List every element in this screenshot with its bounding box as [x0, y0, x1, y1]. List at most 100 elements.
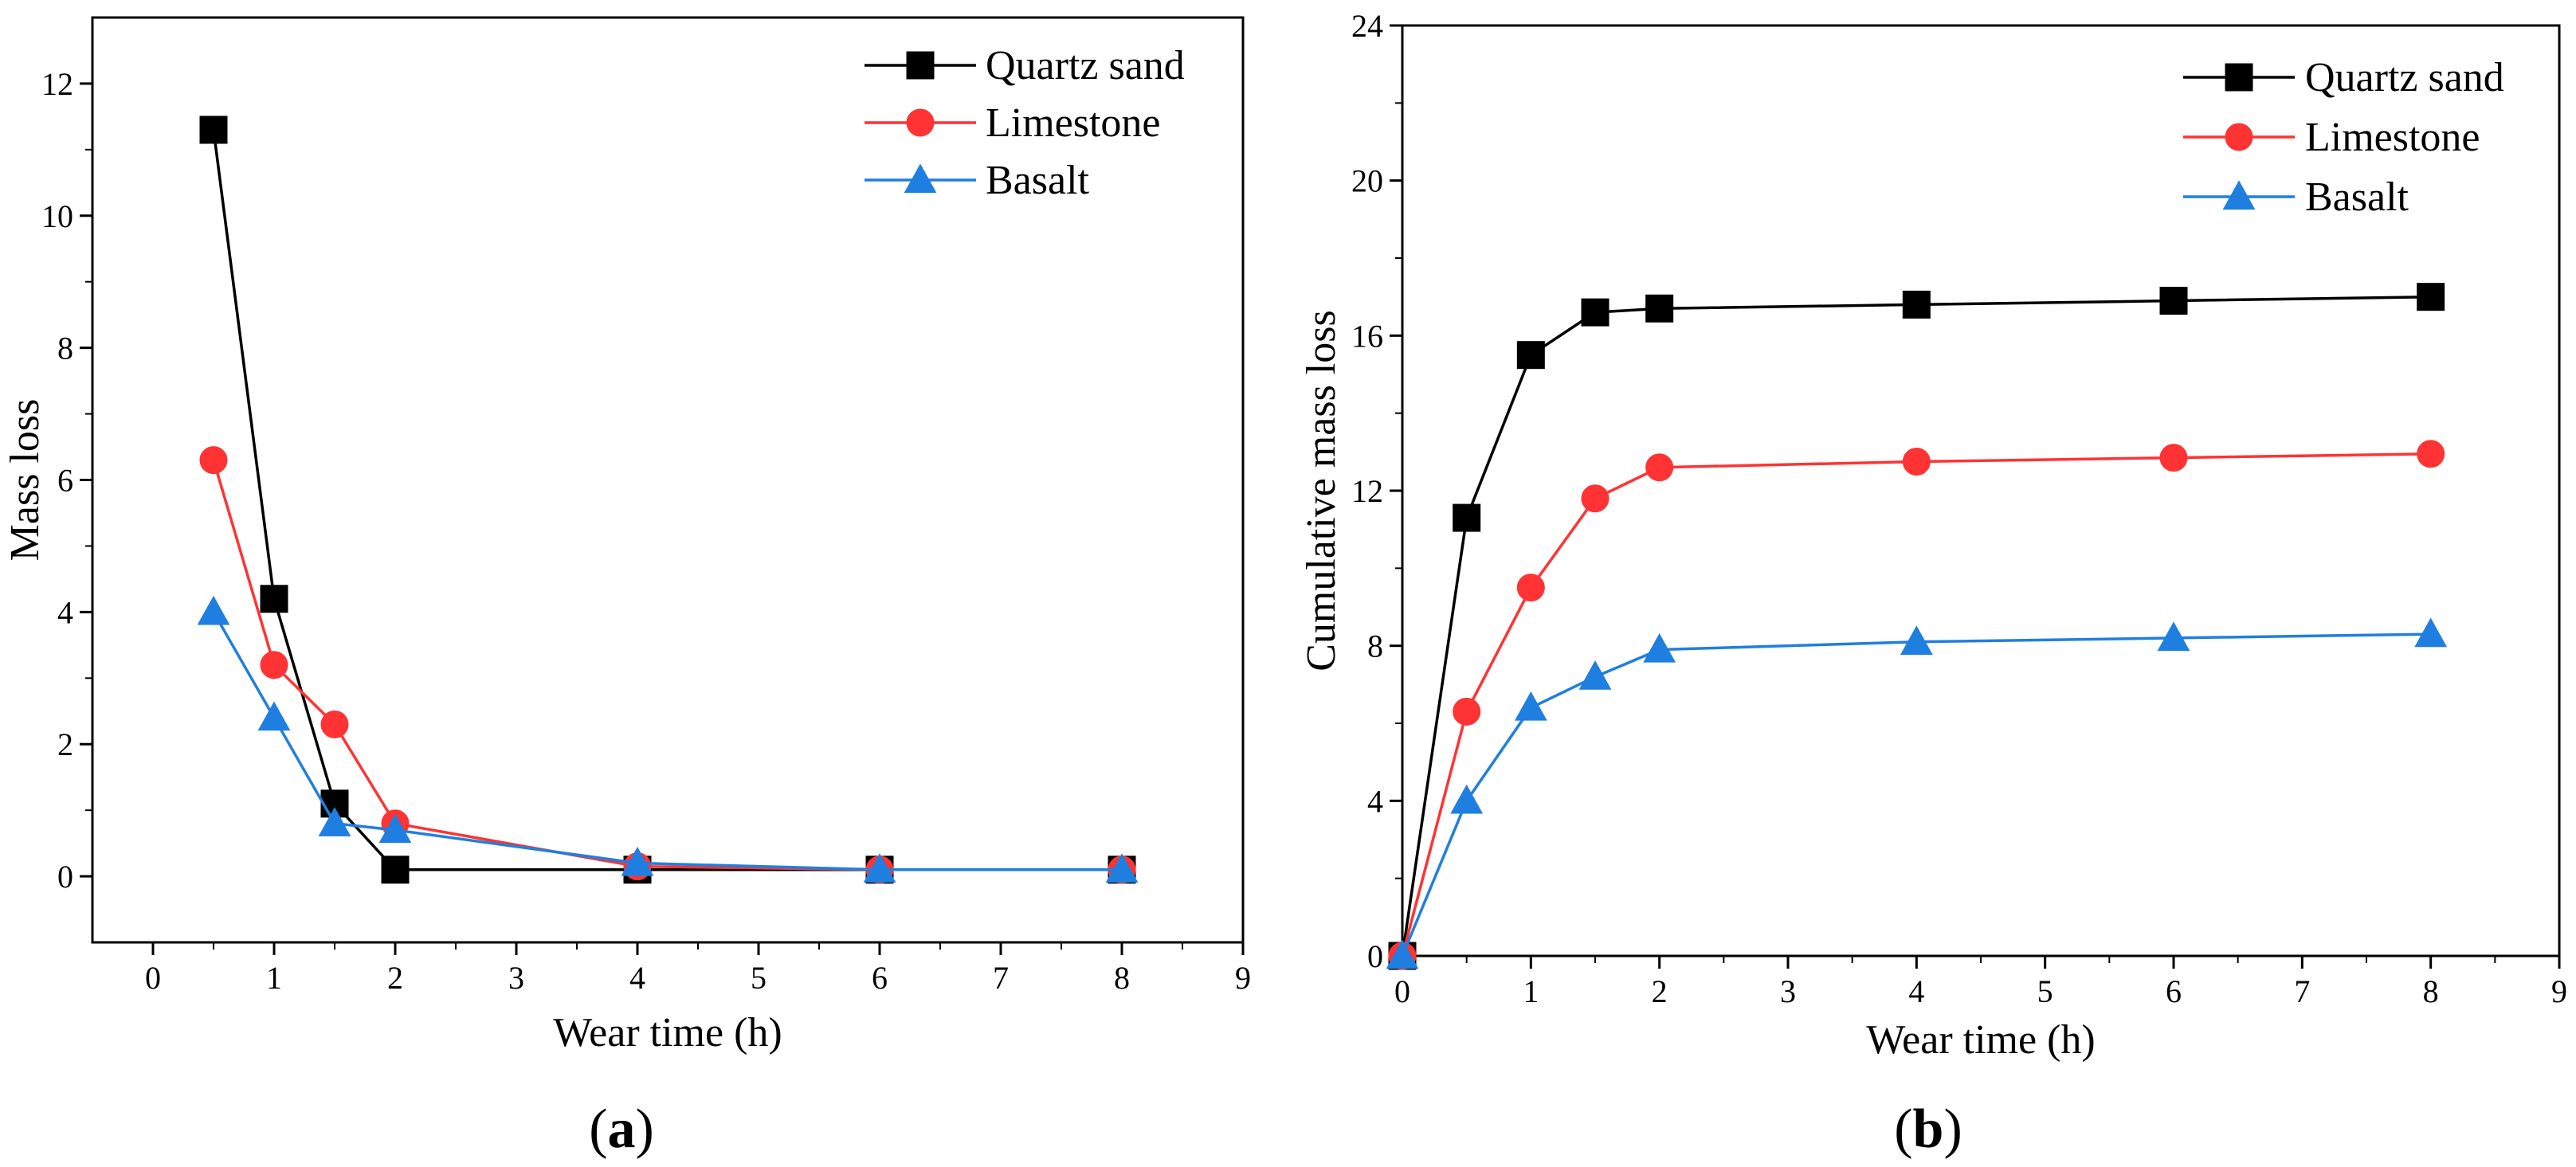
y-tick-label: 0 [1367, 938, 1383, 974]
data-point [378, 813, 412, 844]
data-point [1902, 290, 1931, 319]
data-point [2159, 444, 2188, 472]
data-point [863, 853, 896, 883]
x-tick-label: 8 [1114, 960, 1130, 996]
data-point [2417, 283, 2445, 311]
x-tick-label: 3 [1780, 973, 1796, 1009]
plot-frame [91, 16, 1245, 944]
x-tick-label: 4 [629, 960, 645, 996]
data-point [1450, 784, 1484, 814]
data-point [2159, 287, 2188, 315]
x-tick-label: 5 [751, 960, 767, 996]
data-point [1643, 632, 1676, 663]
series-line [212, 611, 1122, 871]
legend-label: Limestone [986, 100, 1161, 146]
data-point [1578, 660, 1612, 690]
y-tick-label: 4 [1367, 783, 1383, 819]
legend-marker [2225, 123, 2253, 151]
x-tick-label: 9 [2551, 973, 2567, 1009]
y-tick-label: 0 [57, 859, 73, 895]
series-quartz-sand [199, 116, 1136, 884]
series-line [1401, 452, 2431, 957]
y-tick-label: 12 [41, 66, 73, 102]
x-tick-label: 3 [508, 960, 524, 996]
data-point [1645, 453, 1674, 482]
series-line [212, 460, 1122, 871]
plot-frame [1401, 24, 2561, 957]
y-tick-label: 2 [57, 726, 73, 762]
series-line [212, 129, 1122, 871]
data-point [1516, 341, 1545, 370]
x-tick-label: 6 [872, 960, 888, 996]
panel-label: (b) [1894, 1098, 1962, 1160]
x-tick-label: 1 [266, 960, 282, 996]
legend-marker [904, 163, 937, 194]
x-tick-label: 0 [1394, 973, 1410, 1009]
x-tick-label: 2 [387, 960, 403, 996]
y-axis-label: Mass loss [2, 399, 48, 562]
legend: Quartz sand Limestone Basalt [2183, 55, 2504, 220]
data-point [1514, 691, 1547, 721]
data-point [1516, 574, 1545, 602]
legend-marker [906, 51, 935, 80]
x-axis-label: Wear time (h) [1866, 1017, 2095, 1063]
series-basalt [197, 595, 1139, 883]
y-axis-label: Cumulative mass loss [1299, 310, 1344, 672]
y-tick-label: 24 [1351, 8, 1383, 44]
data-point [199, 446, 228, 475]
data-point [1386, 939, 1419, 969]
x-tick-label: 2 [1652, 973, 1668, 1009]
data-point [1581, 298, 1610, 327]
data-point [1900, 625, 1933, 655]
y-tick-label: 4 [57, 594, 73, 630]
legend-label: Quartz sand [986, 43, 1185, 88]
legend-label: Quartz sand [2305, 55, 2504, 100]
y-tick-label: 8 [1367, 629, 1383, 664]
data-point [1453, 697, 1481, 726]
data-point [318, 807, 351, 836]
x-tick-label: 6 [2166, 973, 2182, 1009]
data-point [199, 116, 228, 144]
data-point [320, 710, 349, 738]
y-tick-label: 6 [57, 463, 73, 499]
x-tick-label: 1 [1523, 973, 1539, 1009]
data-point [381, 856, 410, 884]
data-point [1645, 294, 1674, 323]
y-tick-label: 10 [41, 198, 73, 234]
legend-marker [2225, 63, 2253, 92]
data-point [1581, 484, 1610, 513]
data-point [1105, 853, 1139, 883]
x-tick-label: 4 [1908, 973, 1924, 1009]
y-tick-label: 16 [1351, 318, 1383, 354]
data-point [2157, 621, 2190, 652]
x-tick-label: 9 [1235, 960, 1251, 996]
series-line [1401, 632, 2431, 957]
data-point [197, 595, 230, 625]
data-point [2417, 440, 2445, 468]
legend-label: Basalt [2305, 174, 2409, 220]
data-point [1902, 448, 1931, 476]
panel-label: (a) [589, 1098, 654, 1160]
x-tick-label: 7 [2294, 973, 2310, 1009]
x-tick-label: 7 [993, 960, 1009, 996]
x-tick-label: 0 [145, 960, 161, 996]
legend-label: Limestone [2305, 115, 2480, 160]
y-tick-label: 12 [1351, 473, 1383, 509]
series-basalt [1386, 617, 2448, 969]
x-tick-label: 8 [2423, 973, 2439, 1009]
legend-marker [906, 108, 935, 137]
series-limestone [1388, 440, 2445, 970]
x-tick-label: 5 [2037, 973, 2053, 1009]
data-point [260, 585, 288, 613]
data-point [2414, 617, 2448, 648]
data-point [1453, 503, 1481, 532]
data-point [621, 846, 654, 876]
y-tick-label: 8 [57, 331, 73, 366]
data-point [260, 651, 288, 679]
x-axis-label: Wear time (h) [553, 1010, 782, 1055]
y-tick-label: 20 [1351, 163, 1383, 199]
series-line [1401, 295, 2431, 957]
